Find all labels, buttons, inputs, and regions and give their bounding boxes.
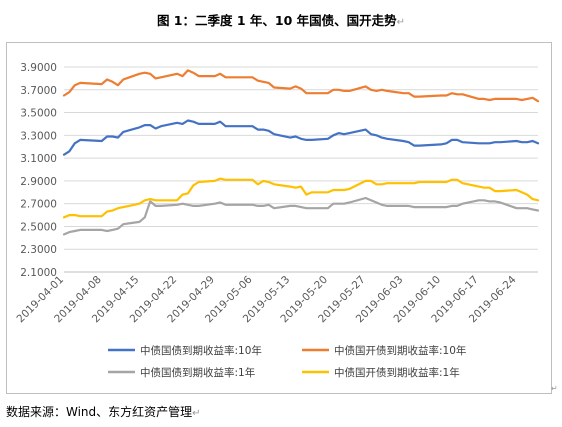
y-tick-label: 2.5000 xyxy=(20,221,57,233)
legend-label: 中债国开债到期收益率:1年 xyxy=(334,366,460,379)
series-line xyxy=(62,177,540,219)
chart-title: 图 1：二季度 1 年、10 年国债、国开走势↵ xyxy=(0,10,562,29)
y-tick-label: 3.5000 xyxy=(20,108,57,120)
y-tick-label: 2.3000 xyxy=(20,244,57,256)
paragraph-mark: ↵ xyxy=(192,408,201,419)
series-line xyxy=(62,196,540,236)
y-tick-label: 3.7000 xyxy=(20,85,57,97)
legend-label: 中债国债到期收益率:10年 xyxy=(140,344,262,357)
series-line xyxy=(62,69,540,103)
chart-title-text: 图 1：二季度 1 年、10 年国债、国开走势 xyxy=(156,13,397,28)
data-source-text: 数据来源：Wind、东方红资产管理 xyxy=(6,405,193,419)
y-tick-label: 3.3000 xyxy=(20,130,57,142)
series-line xyxy=(62,119,540,156)
paragraph-mark: ↵ xyxy=(551,384,558,393)
y-tick-label: 2.1000 xyxy=(20,267,57,279)
chart-frame xyxy=(6,42,552,394)
paragraph-mark: ↵ xyxy=(396,17,406,28)
legend-label: 中债国开债到期收益率:10年 xyxy=(334,344,466,357)
y-tick-label: 3.1000 xyxy=(20,153,57,165)
y-tick-label: 2.9000 xyxy=(20,176,57,188)
y-tick-label: 2.7000 xyxy=(20,199,57,211)
legend-label: 中债国债到期收益率:1年 xyxy=(140,366,255,379)
y-tick-label: 3.9000 xyxy=(20,62,57,74)
data-source-note: 数据来源：Wind、东方红资产管理↵ xyxy=(6,403,201,420)
